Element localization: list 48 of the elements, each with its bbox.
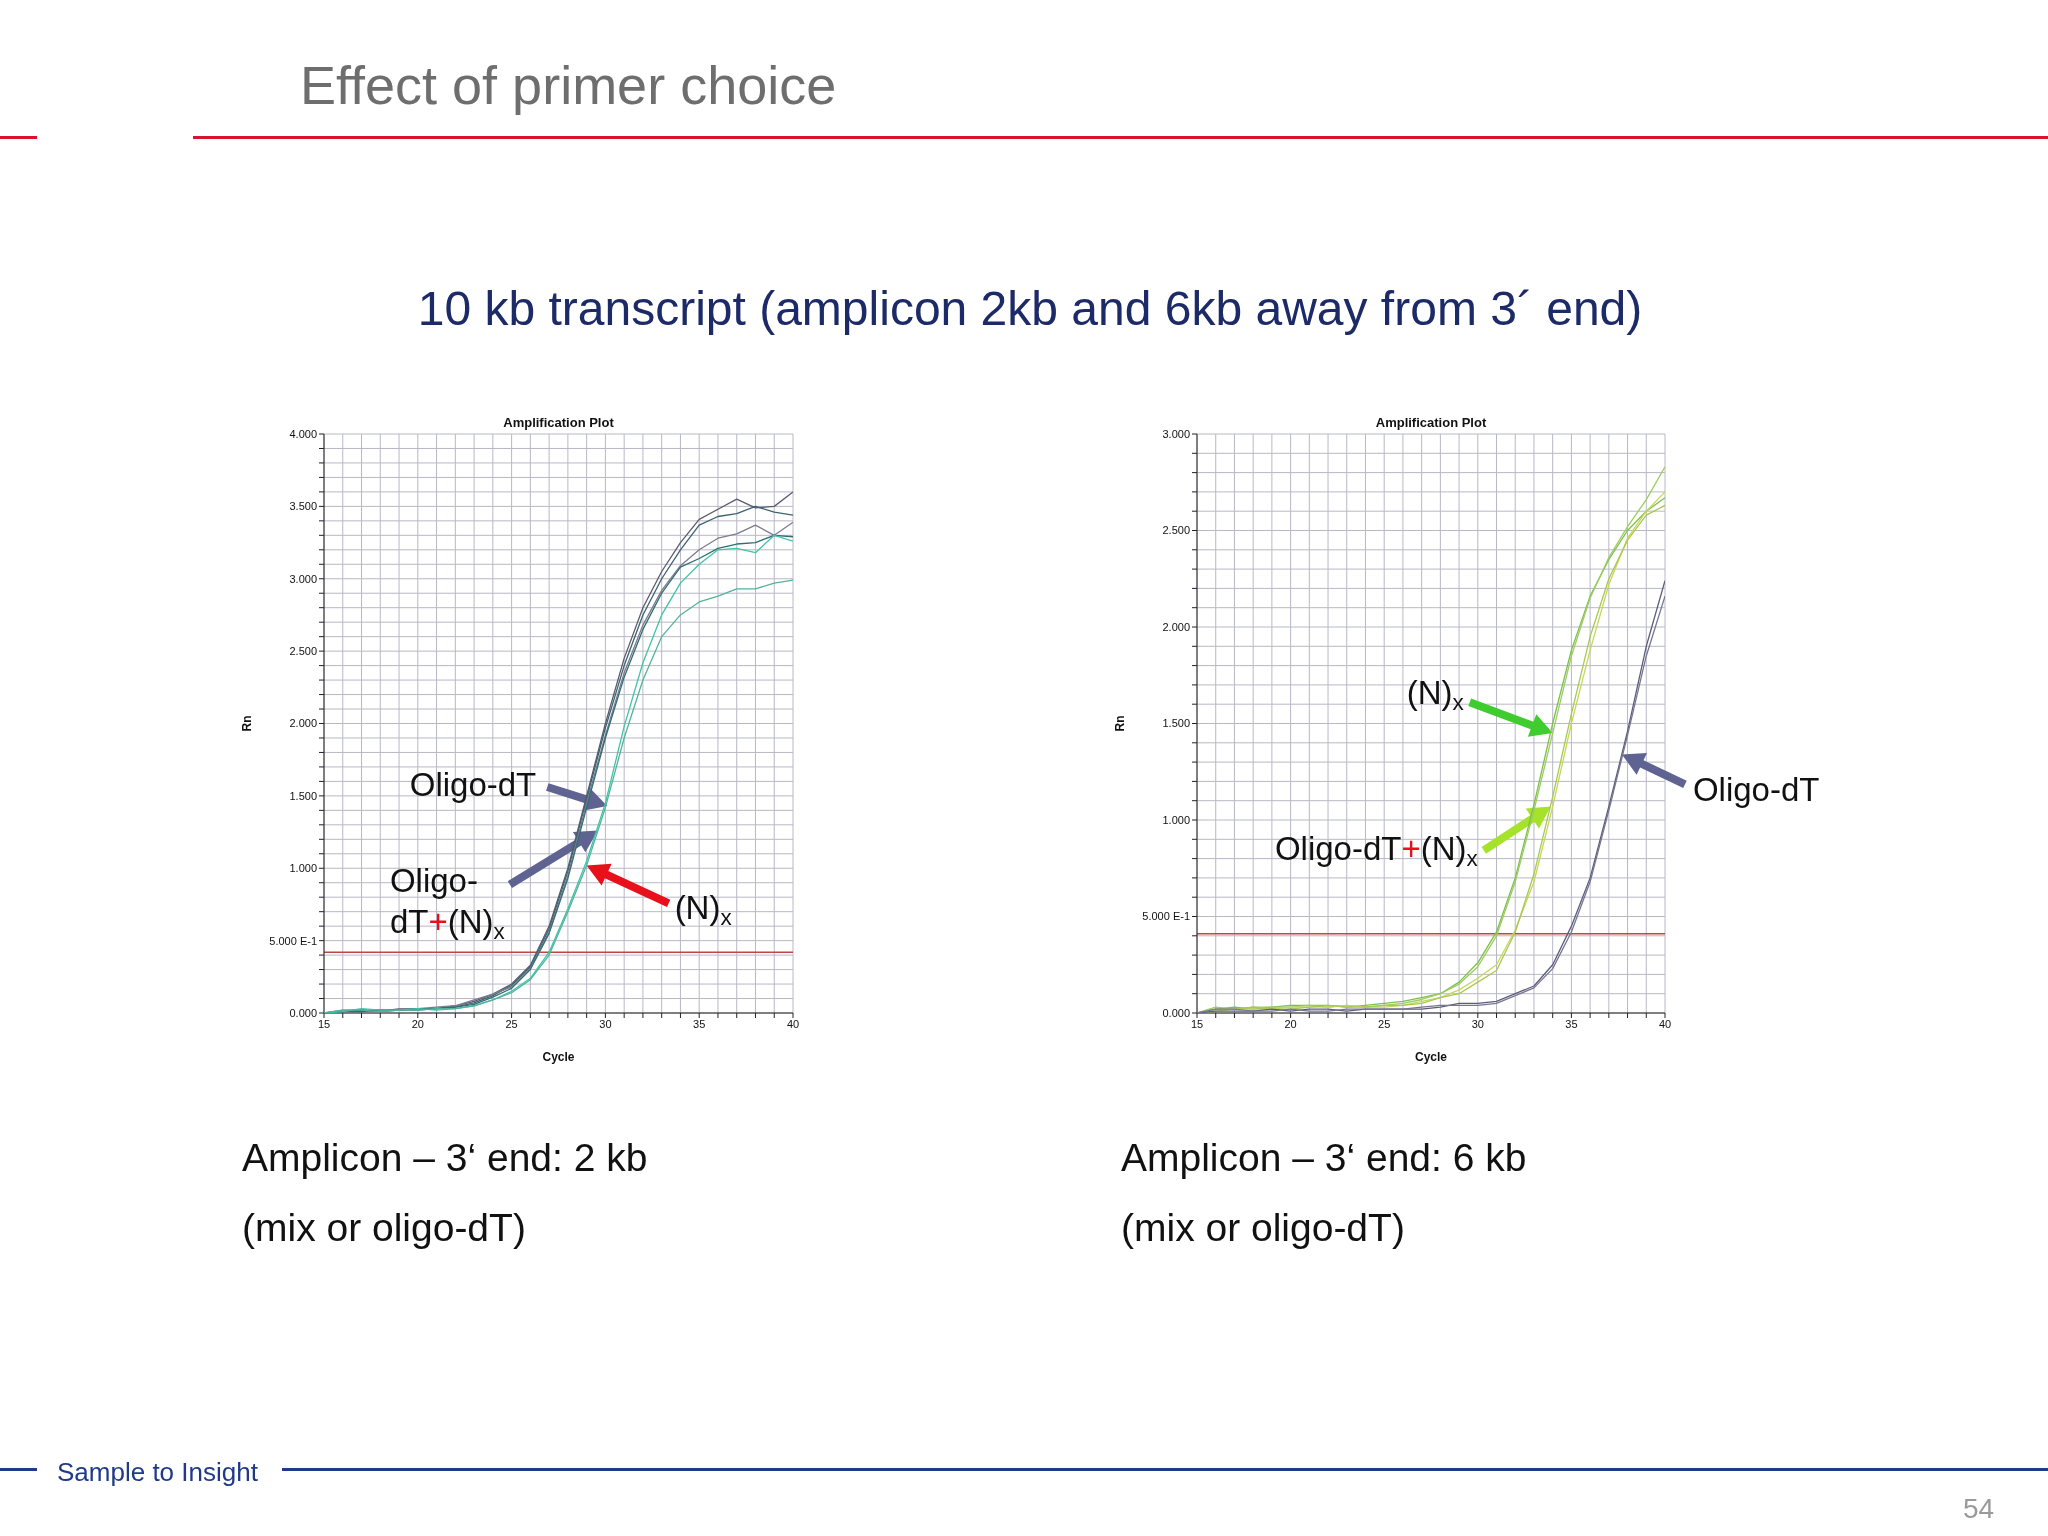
annotation: Oligo-dT+(N)$_{x}$ — [1274, 830, 1478, 871]
annotation: (N)$_{x}$ — [674, 889, 732, 930]
x-tick-label: 25 — [1378, 1017, 1391, 1030]
text: Amplicon – 3‘ end: 2 kb — [242, 1136, 648, 1179]
y-axis-title: Rn — [1113, 715, 1128, 732]
text: Effect of primer choice — [300, 55, 837, 116]
y-tick-label: 2.500 — [1162, 524, 1190, 537]
x-tick-label: 30 — [1471, 1017, 1484, 1030]
y-tick-label: 5.000 E-1 — [269, 934, 317, 947]
y-tick-label: 3.500 — [289, 500, 317, 513]
chart-title: Amplification Plot — [1374, 415, 1488, 431]
x-tick-label: 20 — [1284, 1017, 1297, 1030]
text: 54 — [1963, 1493, 1995, 1525]
y-tick-label: 2.000 — [1162, 620, 1190, 633]
x-axis-title: Cycle — [542, 1050, 575, 1064]
text: 10 kb transcript (amplicon 2kb and 6kb away from 3´ end) — [417, 282, 1643, 336]
y-tick-label: 5.000 E-1 — [1142, 910, 1190, 923]
x-axis-title: Cycle — [1414, 1050, 1448, 1064]
x-tick-label: 35 — [693, 1017, 706, 1030]
x-tick-label: 15 — [317, 1017, 331, 1030]
x-tick-label: 40 — [786, 1017, 800, 1030]
y-tick-label: 1.500 — [1162, 717, 1190, 730]
annotation: Oligo-dT — [1692, 771, 1820, 809]
y-axis-title: Rn — [240, 715, 255, 732]
chart-title: Amplification Plot — [502, 415, 615, 431]
x-tick-label: 30 — [599, 1017, 612, 1030]
y-tick-label: 4.000 — [289, 427, 317, 440]
annotation: Oligo-dT — [409, 766, 537, 804]
y-tick-label: 2.500 — [289, 645, 317, 658]
y-tick-label: 3.000 — [289, 572, 317, 585]
y-tick-label: 1.000 — [1162, 813, 1190, 826]
text: (mix or oligo-dT) — [242, 1206, 526, 1249]
y-tick-label: 3.000 — [1162, 427, 1190, 440]
y-tick-label: 2.000 — [289, 717, 317, 730]
x-tick-label: 25 — [505, 1017, 518, 1030]
x-tick-label: 20 — [411, 1017, 424, 1030]
text: Amplicon – 3‘ end: 6 kb — [1121, 1136, 1527, 1179]
annotation: Oligo-dT+(N)$_{x}$ — [389, 861, 505, 944]
y-tick-label: 1.000 — [289, 862, 317, 875]
y-tick-label: 1.500 — [289, 789, 317, 802]
x-tick-label: 15 — [1190, 1017, 1204, 1030]
annotation: (N)$_{x}$ — [1406, 674, 1464, 715]
y-tick-label: 0.000 — [289, 1006, 317, 1019]
x-tick-label: 35 — [1565, 1017, 1578, 1030]
y-tick-label: 0.000 — [1162, 1006, 1190, 1019]
text: Sample to Insight — [57, 1457, 258, 1487]
text: (mix or oligo-dT) — [1121, 1206, 1405, 1249]
x-tick-label: 40 — [1658, 1017, 1672, 1030]
